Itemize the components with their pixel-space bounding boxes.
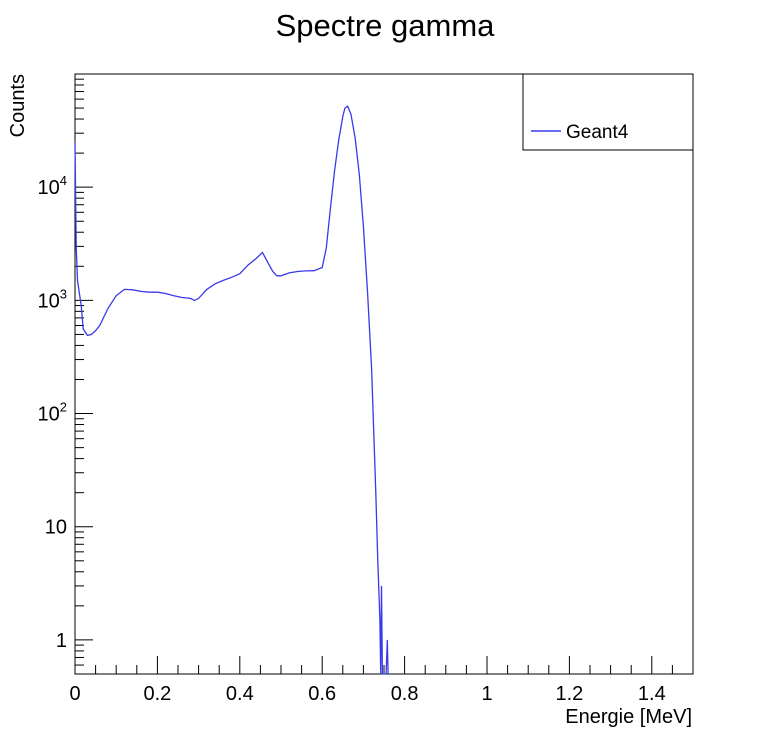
legend-label-geant4: Geant4 <box>566 122 629 143</box>
x-tick-label: 0.2 <box>143 683 171 705</box>
x-axis-label: Energie [MeV] <box>565 706 692 728</box>
y-tick-exponent: 4 <box>60 173 67 188</box>
y-tick-base: 10 <box>38 177 60 199</box>
y-axis-label: Counts <box>7 74 29 137</box>
plot-frame <box>74 73 694 675</box>
series-line-geant4 <box>74 105 389 675</box>
chart-title: Spectre gamma <box>276 8 496 43</box>
x-tick-label: 1.2 <box>555 683 583 705</box>
legend: Geant4 <box>522 73 694 151</box>
x-tick-label: 0.8 <box>391 683 419 705</box>
y-tick-exponent: 3 <box>60 286 67 301</box>
y-tick-label: 102 <box>38 400 67 426</box>
y-tick-base: 10 <box>45 517 67 539</box>
y-tick-label: 103 <box>38 286 67 312</box>
x-tick-label: 1 <box>481 683 492 705</box>
x-tick-label: 1.4 <box>638 683 666 705</box>
legend-box <box>522 73 694 151</box>
y-minor-ticks <box>75 73 93 675</box>
x-tick-label: 0.6 <box>308 683 336 705</box>
y-tick-base: 10 <box>38 404 60 426</box>
y-tick-label: 1 <box>56 630 67 652</box>
y-tick-label: 10 <box>45 517 67 539</box>
x-tick-label: 0 <box>69 683 80 705</box>
y-tick-base: 1 <box>56 630 67 652</box>
y-tick-base: 10 <box>38 290 60 312</box>
x-tick-label: 0.4 <box>226 683 254 705</box>
y-tick-label: 104 <box>38 173 67 199</box>
x-ticks: 0 0.2 0.4 0.6 0.8 1 1.2 1.4 <box>69 656 694 705</box>
y-tick-exponent: 2 <box>60 400 67 415</box>
